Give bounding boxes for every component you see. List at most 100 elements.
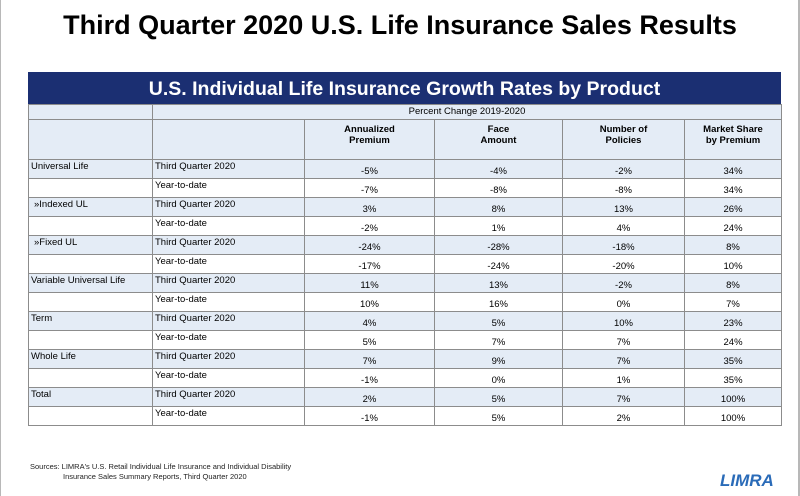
table-row: »Fixed UL Third Quarter 2020 -24% -28% -18% 8… xyxy=(28,235,783,255)
market-share-cell: 100% xyxy=(683,406,783,426)
product-cell: »Fixed UL xyxy=(28,235,153,255)
period-cell: Year-to-date xyxy=(152,178,305,198)
market-share-cell: 34% xyxy=(683,178,783,198)
number-of-policies-cell: 7% xyxy=(562,330,685,350)
annualized-premium-cell: -2% xyxy=(304,216,435,236)
annualized-premium-cell: 4% xyxy=(304,311,435,331)
table-row: Universal Life Third Quarter 2020 -5% -4% -2… xyxy=(28,159,783,179)
face-amount-cell: 5% xyxy=(434,311,563,331)
period-cell: Third Quarter 2020 xyxy=(152,235,305,255)
product-cell: Total xyxy=(28,387,153,407)
market-share-cell: 35% xyxy=(683,368,783,388)
number-of-policies-cell: 7% xyxy=(562,349,685,369)
table-row: Year-to-date 10% 16% 0% 7% xyxy=(28,292,783,312)
annualized-premium-cell: 2% xyxy=(304,387,435,407)
market-share-cell: 10% xyxy=(683,254,783,274)
market-share-cell: 8% xyxy=(683,273,783,293)
number-of-policies-cell: 4% xyxy=(562,216,685,236)
number-of-policies-cell: 0% xyxy=(562,292,685,312)
product-cell: Whole Life xyxy=(28,349,153,369)
annualized-premium-cell: 7% xyxy=(304,349,435,369)
product-cell: »Indexed UL xyxy=(28,197,153,217)
face-amount-cell: 16% xyxy=(434,292,563,312)
market-share-cell: 100% xyxy=(683,387,783,407)
market-share-cell: 7% xyxy=(683,292,783,312)
header-annualized-premium: Annualized Premium xyxy=(304,119,435,160)
table-row: Year-to-date -1% 5% 2% 100% xyxy=(28,406,783,426)
annualized-premium-cell: 10% xyxy=(304,292,435,312)
annualized-premium-cell: -5% xyxy=(304,159,435,179)
table-row: Year-to-date -7% -8% -8% 34% xyxy=(28,178,783,198)
market-share-cell: 8% xyxy=(683,235,783,255)
face-amount-cell: -24% xyxy=(434,254,563,274)
period-cell: Third Quarter 2020 xyxy=(152,197,305,217)
product-cell xyxy=(28,178,153,198)
face-amount-cell: 9% xyxy=(434,349,563,369)
period-cell: Third Quarter 2020 xyxy=(152,159,305,179)
product-cell xyxy=(28,368,153,388)
period-cell: Third Quarter 2020 xyxy=(152,387,305,407)
header-face-amount: Face Amount xyxy=(434,119,563,160)
annualized-premium-cell: 11% xyxy=(304,273,435,293)
percent-change-row: Percent Change 2019-2020 xyxy=(28,104,783,120)
annualized-premium-cell: 5% xyxy=(304,330,435,350)
sources-line-2: Insurance Sales Summary Reports, Third Q… xyxy=(63,472,247,481)
number-of-policies-cell: -20% xyxy=(562,254,685,274)
header-number-of-policies: Number of Policies xyxy=(562,119,685,160)
face-amount-cell: 13% xyxy=(434,273,563,293)
face-amount-cell: -8% xyxy=(434,178,563,198)
market-share-cell: 23% xyxy=(683,311,783,331)
sources-line-1: Sources: LIMRA's U.S. Retail Individual … xyxy=(30,462,292,471)
face-amount-cell: 5% xyxy=(434,406,563,426)
number-of-policies-cell: -18% xyxy=(562,235,685,255)
number-of-policies-cell: 1% xyxy=(562,368,685,388)
market-share-cell: 26% xyxy=(683,197,783,217)
face-amount-cell: -4% xyxy=(434,159,563,179)
market-share-cell: 35% xyxy=(683,349,783,369)
limra-logo: LIMRA xyxy=(720,471,774,490)
annualized-premium-cell: -7% xyxy=(304,178,435,198)
table-row: Whole Life Third Quarter 2020 7% 9% 7% 35% xyxy=(28,349,783,369)
table-row: Year-to-date 5% 7% 7% 24% xyxy=(28,330,783,350)
period-cell: Year-to-date xyxy=(152,406,305,426)
period-cell: Third Quarter 2020 xyxy=(152,349,305,369)
product-cell xyxy=(28,330,153,350)
column-header-row: Annualized Premium Face Amount Number of Po… xyxy=(28,119,783,160)
table-row: Year-to-date -17% -24% -20% 10% xyxy=(28,254,783,274)
annualized-premium-cell: -1% xyxy=(304,368,435,388)
table-row: Total Third Quarter 2020 2% 5% 7% 100% xyxy=(28,387,783,407)
number-of-policies-cell: -8% xyxy=(562,178,685,198)
annualized-premium-cell: 3% xyxy=(304,197,435,217)
market-share-cell: 24% xyxy=(683,216,783,236)
logo-text: LIMRA xyxy=(720,471,774,490)
number-of-policies-cell: 7% xyxy=(562,387,685,407)
table-row: Variable Universal Life Third Quarter 202… xyxy=(28,273,783,293)
table-row: Year-to-date -1% 0% 1% 35% xyxy=(28,368,783,388)
face-amount-cell: -28% xyxy=(434,235,563,255)
face-amount-cell: 7% xyxy=(434,330,563,350)
growth-rates-table: U.S. Individual Life Insurance Growth Ra… xyxy=(28,72,783,426)
face-amount-cell: 5% xyxy=(434,387,563,407)
period-cell: Year-to-date xyxy=(152,330,305,350)
product-cell: Universal Life xyxy=(28,159,153,179)
product-cell xyxy=(28,216,153,236)
market-share-cell: 34% xyxy=(683,159,783,179)
market-share-cell: 24% xyxy=(683,330,783,350)
data-grid: Percent Change 2019-2020 Annualized Premi… xyxy=(28,104,783,426)
face-amount-cell: 1% xyxy=(434,216,563,236)
number-of-policies-cell: 2% xyxy=(562,406,685,426)
annualized-premium-cell: -1% xyxy=(304,406,435,426)
period-cell: Year-to-date xyxy=(152,254,305,274)
page-frame-right xyxy=(798,0,800,496)
period-cell: Third Quarter 2020 xyxy=(152,311,305,331)
face-amount-cell: 0% xyxy=(434,368,563,388)
table-row: »Indexed UL Third Quarter 2020 3% 8% 13% 26% xyxy=(28,197,783,217)
number-of-policies-cell: 10% xyxy=(562,311,685,331)
table-row: Year-to-date -2% 1% 4% 24% xyxy=(28,216,783,236)
annualized-premium-cell: -24% xyxy=(304,235,435,255)
blank-cell xyxy=(28,119,153,160)
annualized-premium-cell: -17% xyxy=(304,254,435,274)
blank-cell xyxy=(28,104,153,120)
number-of-policies-cell: 13% xyxy=(562,197,685,217)
product-cell: Term xyxy=(28,311,153,331)
